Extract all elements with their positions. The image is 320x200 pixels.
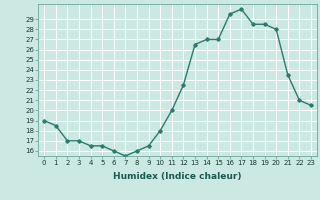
X-axis label: Humidex (Indice chaleur): Humidex (Indice chaleur) [113,172,242,181]
